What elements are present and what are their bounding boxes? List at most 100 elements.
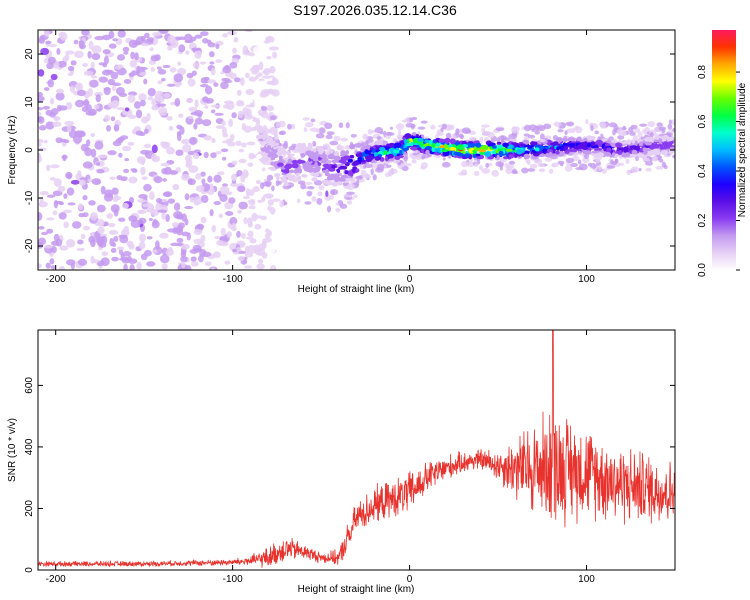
trace-halo	[544, 157, 553, 162]
noise-speckle	[273, 84, 279, 89]
trace-cell	[424, 139, 430, 143]
trace-cell	[604, 151, 611, 155]
trace-cell	[297, 175, 302, 179]
y-tick-label: -10	[24, 190, 35, 205]
trace-cell	[516, 148, 523, 155]
noise-speckle	[169, 67, 177, 73]
noise-speckle	[64, 120, 75, 126]
trace-cell	[302, 174, 308, 178]
trace-cell	[605, 147, 612, 153]
noise-speckle	[207, 42, 216, 48]
noise-speckle	[219, 194, 228, 203]
noise-speckle	[128, 215, 138, 222]
y-tick-label: 20	[24, 48, 35, 60]
noise-speckle	[108, 43, 117, 49]
noise-speckle	[45, 121, 55, 130]
noise-speckle	[100, 257, 110, 266]
trace-cell	[484, 151, 491, 157]
trace-halo	[316, 197, 323, 205]
noise-speckle	[90, 212, 98, 221]
noise-speckle	[129, 264, 135, 270]
trace-halo	[661, 128, 666, 134]
noise-speckle	[200, 77, 209, 84]
noise-speckle	[193, 228, 203, 236]
noise-speckle	[109, 176, 116, 180]
trace-halo	[588, 162, 593, 167]
noise-speckle	[87, 87, 93, 97]
noise-speckle	[194, 50, 202, 59]
noise-speckle	[167, 198, 176, 204]
trace-cell	[393, 149, 400, 154]
trace-halo	[564, 130, 568, 136]
trace-cell	[412, 132, 417, 136]
trace-cell	[344, 170, 349, 175]
noise-speckle	[121, 145, 132, 152]
trace-cell	[314, 161, 318, 167]
noise-speckle	[211, 224, 217, 233]
trace-halo	[403, 156, 408, 162]
trace-halo	[364, 163, 373, 169]
noise-speckle	[80, 233, 86, 240]
trace-halo	[372, 174, 377, 181]
trace-halo	[479, 165, 483, 171]
noise-speckle	[106, 213, 114, 219]
noise-speckle	[44, 30, 50, 37]
noise-speckle	[151, 98, 157, 106]
noise-speckle	[38, 107, 44, 111]
trace-halo	[630, 166, 640, 173]
trace-halo	[644, 161, 654, 166]
noise-speckle	[47, 56, 56, 64]
noise-speckle	[210, 109, 216, 114]
trace-halo	[585, 119, 589, 125]
noise-speckle	[265, 105, 275, 112]
trace-cell	[652, 148, 661, 154]
noise-speckle	[139, 72, 147, 76]
trace-halo	[307, 186, 315, 190]
trace-cell	[569, 142, 575, 148]
trace-halo	[325, 190, 329, 198]
noise-speckle	[57, 60, 67, 68]
trace-cell	[398, 155, 404, 158]
noise-speckle	[38, 111, 42, 117]
noise-speckle	[130, 51, 135, 60]
noise-speckle	[96, 218, 105, 227]
noise-speckle	[90, 133, 96, 138]
noise-speckle	[181, 243, 190, 250]
noise-speckle	[178, 36, 186, 41]
noise-speckle	[248, 205, 256, 210]
trace-cell	[669, 146, 675, 150]
trace-halo	[304, 201, 312, 205]
noise-speckle	[189, 136, 198, 145]
noise-speckle	[112, 100, 120, 108]
trace-cell	[629, 145, 634, 149]
noise-speckle	[273, 221, 280, 229]
colorbar-tick-label: 0.8	[697, 65, 708, 79]
trace-halo	[300, 183, 307, 190]
trace-cell	[289, 169, 295, 174]
noise-speckle	[138, 93, 147, 102]
trace-cell	[668, 137, 675, 140]
noise-speckle	[117, 54, 126, 61]
noise-speckle	[207, 175, 213, 183]
noise-speckle	[244, 30, 254, 33]
noise-speckle	[162, 191, 171, 197]
trace-cell	[420, 142, 424, 147]
noise-speckle	[228, 118, 233, 128]
noise-speckle	[38, 69, 45, 77]
noise-speckle	[88, 200, 96, 206]
trace-halo	[410, 124, 416, 129]
colorbar-tick-label: 0.2	[697, 213, 708, 227]
trace-halo	[460, 169, 468, 176]
trace-cell	[282, 169, 290, 174]
noise-speckle	[67, 202, 76, 206]
noise-speckle	[67, 125, 72, 133]
trace-cell	[576, 136, 582, 142]
noise-speckle	[152, 249, 158, 254]
trace-cell	[331, 164, 336, 169]
trace-cell	[488, 142, 496, 147]
trace-cell	[456, 152, 462, 156]
noise-speckle	[181, 231, 190, 237]
trace-halo	[317, 191, 323, 197]
trace-halo	[491, 169, 499, 177]
